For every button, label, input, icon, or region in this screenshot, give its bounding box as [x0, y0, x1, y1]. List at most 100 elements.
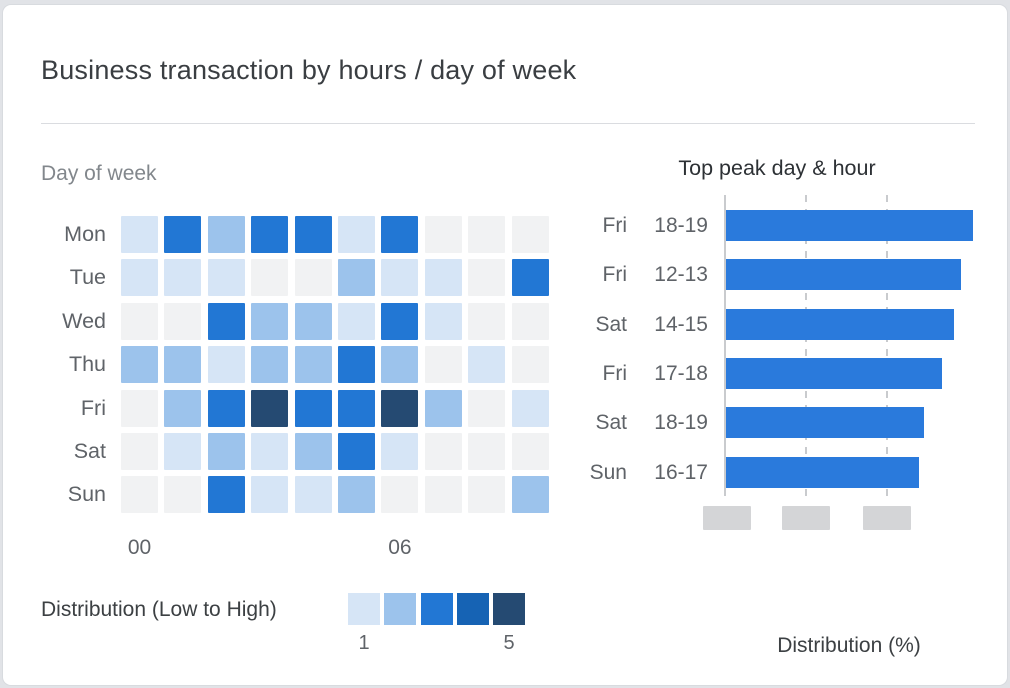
heatmap-cell[interactable] — [251, 346, 289, 384]
heatmap-cell[interactable] — [424, 302, 462, 340]
heatmap-cell[interactable] — [207, 476, 245, 514]
heatmap-cell[interactable] — [511, 476, 549, 514]
heatmap-cell[interactable] — [468, 216, 506, 253]
heatmap-row-label-tue: Tue — [69, 265, 106, 290]
heatmap-cell[interactable] — [424, 216, 462, 253]
heatmap-cell[interactable] — [468, 389, 506, 427]
heatmap-cell[interactable] — [294, 389, 332, 427]
heatmap-cell[interactable] — [164, 389, 202, 427]
page-title: Business transaction by hours / day of w… — [41, 55, 577, 85]
heatmap-cell[interactable] — [207, 259, 245, 297]
bar-chart-title: Top peak day & hour — [678, 156, 876, 180]
legend-swatch-level-3 — [420, 593, 453, 625]
heatmap-cell[interactable] — [511, 302, 549, 340]
legend-swatch-level-2 — [384, 593, 417, 625]
bar-fri-12-13[interactable] — [726, 259, 961, 291]
heatmap-cell[interactable] — [468, 432, 506, 470]
heatmap-cell[interactable] — [121, 216, 158, 253]
heatmap-cell[interactable] — [468, 476, 506, 514]
heatmap-cell[interactable] — [121, 259, 158, 297]
heatmap-row-label-mon: Mon — [64, 222, 106, 246]
heatmap-cell[interactable] — [251, 302, 289, 340]
heatmap-cell[interactable] — [164, 476, 202, 514]
bar-sat-14-15[interactable] — [726, 308, 954, 340]
heatmap-cell[interactable] — [381, 302, 419, 340]
bar-hour-label: 18-19 — [654, 411, 708, 435]
bar-chart-gridline — [886, 195, 888, 496]
heatmap-cell[interactable] — [381, 346, 419, 384]
bar-day-label: Sat — [595, 411, 627, 435]
heatmap-cell[interactable] — [381, 259, 419, 297]
bar-tick-label-placeholder — [703, 506, 751, 530]
heatmap-cell[interactable] — [251, 389, 289, 427]
heatmap-y-axis-title: Day of week — [41, 162, 157, 185]
bar-tick-label-placeholder — [863, 506, 911, 530]
legend-swatch-level-5 — [493, 593, 526, 625]
heatmap-row-label-sun: Sun — [67, 482, 106, 507]
heatmap-cell[interactable] — [468, 302, 506, 340]
heatmap-cell[interactable] — [164, 346, 202, 384]
heatmap-cell[interactable] — [468, 346, 506, 384]
heatmap-cell[interactable] — [251, 216, 289, 253]
heatmap-cell[interactable] — [164, 216, 202, 253]
heatmap-cell[interactable] — [164, 302, 202, 340]
heatmap-cell[interactable] — [337, 216, 375, 253]
heatmap-grid — [121, 216, 549, 514]
heatmap-cell[interactable] — [424, 389, 462, 427]
heatmap-cell[interactable] — [294, 432, 332, 470]
heatmap-cell[interactable] — [207, 432, 245, 470]
heatmap-cell[interactable] — [468, 259, 506, 297]
heatmap-cell[interactable] — [207, 346, 245, 384]
heatmap-cell[interactable] — [164, 259, 202, 297]
heatmap-cell[interactable] — [294, 216, 332, 253]
heatmap-cell[interactable] — [207, 389, 245, 427]
heatmap-cell[interactable] — [207, 302, 245, 340]
heatmap-cell[interactable] — [337, 432, 375, 470]
bar-chart-gridline — [805, 195, 807, 496]
bar-hour-label: 12-13 — [654, 263, 708, 287]
heatmap-cell[interactable] — [424, 432, 462, 470]
heatmap-legend-min-label: 1 — [358, 632, 370, 654]
bar-fri-17-18[interactable] — [726, 357, 942, 389]
heatmap-cell[interactable] — [381, 476, 419, 514]
heatmap-cell[interactable] — [337, 302, 375, 340]
heatmap-cell[interactable] — [121, 476, 158, 514]
chart-card: Business transaction by hours / day of w… — [3, 5, 1007, 685]
bar-sun-16-17[interactable] — [726, 456, 919, 488]
heatmap-cell[interactable] — [121, 389, 158, 427]
bar-hour-label: 16-17 — [654, 460, 708, 484]
heatmap-cell[interactable] — [337, 476, 375, 514]
heatmap-cell[interactable] — [251, 432, 289, 470]
heatmap-cell[interactable] — [294, 346, 332, 384]
heatmap-cell[interactable] — [294, 259, 332, 297]
heatmap-cell[interactable] — [511, 432, 549, 470]
heatmap-cell[interactable] — [337, 346, 375, 384]
heatmap-cell[interactable] — [164, 432, 202, 470]
bar-fri-18-19[interactable] — [726, 210, 973, 241]
heatmap-cell[interactable] — [207, 216, 245, 253]
heatmap-cell[interactable] — [251, 259, 289, 297]
heatmap-cell[interactable] — [381, 389, 419, 427]
heatmap-cell[interactable] — [424, 476, 462, 514]
heatmap-x-ticks: 00 06 — [121, 536, 549, 562]
heatmap-cell[interactable] — [424, 259, 462, 297]
heatmap-cell[interactable] — [337, 389, 375, 427]
bar-hour-label: 18-19 — [654, 214, 708, 237]
heatmap-cell[interactable] — [511, 389, 549, 427]
heatmap-cell[interactable] — [294, 476, 332, 514]
heatmap-cell[interactable] — [294, 302, 332, 340]
heatmap-cell[interactable] — [121, 346, 158, 384]
heatmap-cell[interactable] — [511, 259, 549, 297]
heatmap-cell[interactable] — [121, 432, 158, 470]
heatmap-cell[interactable] — [337, 259, 375, 297]
heatmap-cell[interactable] — [381, 216, 419, 253]
heatmap-cell[interactable] — [251, 476, 289, 514]
heatmap-cell[interactable] — [424, 346, 462, 384]
heatmap-cell[interactable] — [511, 216, 549, 253]
bar-day-label: Fri — [602, 214, 628, 237]
bar-sat-18-19[interactable] — [726, 407, 925, 439]
bar-day-label: Fri — [602, 361, 628, 385]
heatmap-cell[interactable] — [121, 302, 158, 340]
heatmap-cell[interactable] — [511, 346, 549, 384]
heatmap-cell[interactable] — [381, 432, 419, 470]
